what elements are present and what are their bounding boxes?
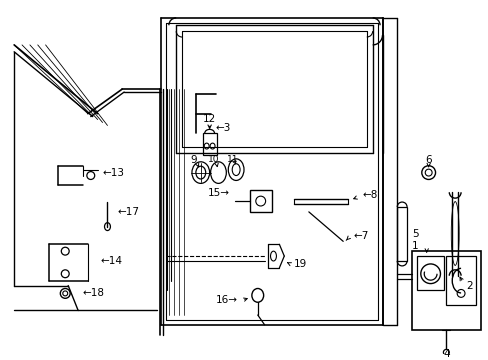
Bar [396, 207, 406, 261]
Text: ←13: ←13 [102, 168, 124, 177]
Text: 19: 19 [293, 259, 307, 269]
Text: ←8: ←8 [362, 190, 377, 200]
Text: 15→: 15→ [208, 188, 230, 198]
Text: 10: 10 [207, 155, 219, 164]
Text: 11: 11 [226, 155, 238, 164]
Text: 2: 2 [465, 280, 472, 291]
Text: ←3: ←3 [215, 123, 230, 134]
Text: 12: 12 [203, 113, 216, 123]
Bar [416, 256, 444, 291]
Bar [411, 251, 480, 330]
Text: 6: 6 [425, 155, 431, 165]
Text: ←7: ←7 [352, 231, 367, 242]
Bar [446, 256, 475, 305]
Text: 9: 9 [190, 155, 197, 165]
Text: ←14: ←14 [101, 256, 122, 266]
Text: 1: 1 [411, 241, 417, 251]
Bar [249, 190, 271, 212]
Text: 4: 4 [442, 349, 449, 359]
Text: ←18: ←18 [83, 288, 105, 298]
Text: ←17: ←17 [117, 207, 139, 217]
Text: 16→: 16→ [216, 295, 238, 305]
Text: 5: 5 [411, 229, 418, 239]
Bar [203, 133, 216, 155]
